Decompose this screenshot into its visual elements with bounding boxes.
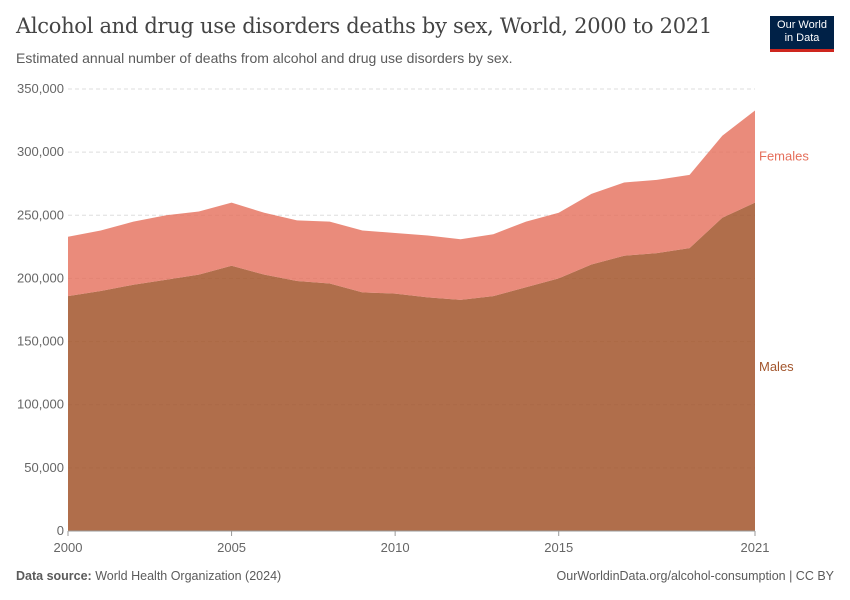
data-source: Data source: World Health Organization (… — [16, 569, 281, 583]
area-males[interactable] — [68, 202, 755, 531]
x-tick-label: 2000 — [54, 540, 83, 555]
x-tick-label: 2021 — [741, 540, 770, 555]
series-label-males: Males — [759, 359, 794, 374]
chart-subtitle: Estimated annual number of deaths from a… — [16, 50, 513, 66]
y-tick-label: 200,000 — [17, 270, 64, 285]
y-tick-label: 350,000 — [17, 81, 64, 96]
area-females[interactable] — [68, 110, 755, 300]
y-tick-label: 300,000 — [17, 144, 64, 159]
y-tick-label: 0 — [57, 523, 64, 538]
y-tick-label: 100,000 — [17, 397, 64, 412]
source-text[interactable]: World Health Organization (2024) — [95, 569, 282, 583]
series-label-females: Females — [759, 149, 809, 164]
y-tick-label: 250,000 — [17, 207, 64, 222]
chart-title: Alcohol and drug use disorders deaths by… — [16, 14, 712, 38]
y-tick-label: 50,000 — [24, 460, 64, 475]
x-tick-label: 2015 — [544, 540, 573, 555]
owid-logo[interactable]: Our World in Data — [770, 16, 834, 52]
source-url[interactable]: OurWorldinData.org/alcohol-consumption |… — [556, 569, 834, 583]
x-tick-label: 2010 — [381, 540, 410, 555]
source-label: Data source: — [16, 569, 92, 583]
x-tick-label: 2005 — [217, 540, 246, 555]
y-tick-label: 150,000 — [17, 334, 64, 349]
